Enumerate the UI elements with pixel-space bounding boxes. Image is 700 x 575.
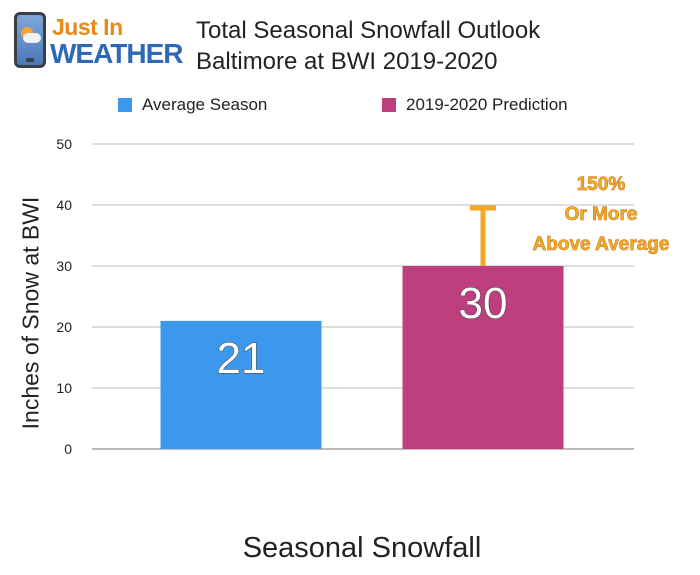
bar — [402, 266, 564, 449]
y-tick-label: 40 — [56, 197, 72, 213]
legend: Average Season 2019-2020 Prediction — [0, 95, 700, 117]
annotation-line: 150% — [577, 174, 626, 195]
annotation-line: Above Average — [533, 234, 670, 255]
legend-item-average: Average Season — [118, 95, 267, 115]
cloud-icon — [23, 33, 41, 43]
bar-data-label: 21 — [217, 334, 266, 383]
chart-title-block: Total Seasonal Snowfall Outlook Baltimor… — [196, 15, 540, 77]
legend-label-average: Average Season — [142, 95, 268, 114]
logo-text-bottom: WEATHER — [50, 38, 183, 69]
logo-text-top: Just In — [52, 14, 123, 40]
legend-swatch-average — [118, 98, 132, 112]
y-axis-label: Inches of Snow at BWI — [17, 196, 44, 430]
legend-item-prediction: 2019-2020 Prediction — [382, 95, 568, 115]
chart-subtitle: Baltimore at BWI 2019-2020 — [196, 48, 498, 75]
bars — [160, 266, 564, 449]
y-tick-label: 10 — [56, 380, 72, 396]
annotation-line: Or More — [565, 204, 638, 225]
error-bar — [470, 205, 496, 266]
y-tick-label: 30 — [56, 258, 72, 274]
data-labels: 21 30 — [216, 279, 508, 384]
annotation: 150% Or More Above Average — [532, 174, 670, 256]
phone-logo-icon — [14, 12, 46, 68]
x-axis-label: Seasonal Snowfall — [242, 532, 482, 564]
y-tick-label: 0 — [64, 441, 72, 457]
y-tick-label: 50 — [56, 136, 72, 152]
bar — [160, 320, 322, 449]
logo: Just In WEATHER — [14, 12, 194, 72]
legend-label-prediction: 2019-2020 Prediction — [406, 95, 568, 114]
y-axis-ticks: 0 10 20 30 40 50 — [56, 136, 72, 457]
chart-title: Total Seasonal Snowfall Outlook — [196, 17, 541, 44]
y-tick-label: 20 — [56, 319, 72, 335]
bar-data-label: 30 — [459, 279, 508, 328]
legend-swatch-prediction — [382, 98, 396, 112]
